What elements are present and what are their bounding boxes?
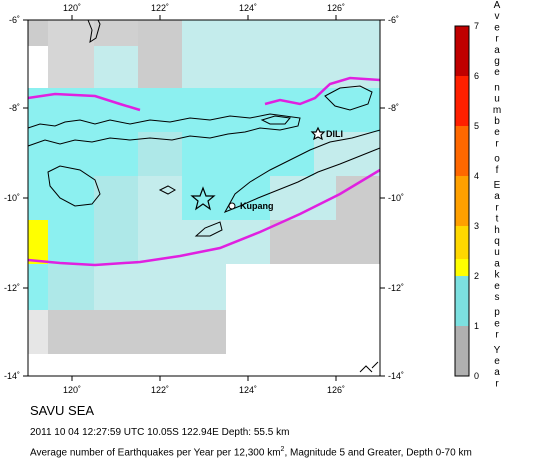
plate-boundary-java-trench	[27, 168, 381, 267]
colorbar-tick-label: 3	[474, 221, 479, 231]
colorbar-label-letter: u	[494, 94, 500, 105]
colorbar-label-letter: Y	[494, 345, 501, 356]
circle-icon	[228, 202, 236, 210]
lon-tick-label: 120˚	[63, 385, 81, 395]
colorbar-label-letter: r	[495, 138, 499, 149]
colorbar-label-letter: o	[494, 154, 500, 165]
lat-tick-label: -8˚	[388, 103, 399, 113]
lon-tick-label: 126˚	[327, 385, 345, 395]
colorbar-tick-label: 7	[474, 21, 479, 31]
colorbar-label-letter: t	[496, 214, 499, 225]
plate-boundary-flores-thrust	[27, 92, 141, 112]
colorbar-tick-label: 0	[474, 371, 479, 381]
description-text-end: , Magnitude 5 and Greater, Depth 0-70 km	[284, 447, 472, 459]
region-name: SAVU SEA	[30, 403, 95, 418]
colorbar-tick-label: 1	[474, 321, 479, 331]
lat-tick-label: -8˚	[9, 103, 20, 113]
seismicity-grid	[28, 20, 380, 376]
coastline-rote	[194, 221, 223, 237]
plate-boundary-wetar-thrust	[264, 76, 381, 106]
map-description: Average number of Earthquakes per Year p…	[30, 446, 472, 458]
colorbar-tick-label: 2	[474, 271, 479, 281]
colorbar-label-letter: e	[494, 318, 500, 329]
epicenter-marker	[190, 186, 216, 211]
lon-tick-label: 122˚	[151, 385, 169, 395]
lat-tick-labels-left: -6˚ -8˚ -10˚ -12˚ -14˚	[4, 15, 20, 381]
colorbar-label-letter: n	[494, 82, 500, 93]
place-kupang: Kupang	[228, 201, 274, 211]
lat-tick-label: -14˚	[388, 371, 404, 381]
lat-tick-label: -12˚	[4, 283, 20, 293]
star-icon	[310, 126, 326, 141]
colorbar-label-letter: e	[494, 356, 500, 367]
colorbar-label-letter: s	[495, 292, 500, 303]
description-text: Average number of Earthquakes per Year p…	[30, 447, 281, 459]
lat-tick-label: -12˚	[388, 283, 404, 293]
coastline-sulawesi	[87, 19, 101, 44]
colorbar-label-letter: q	[494, 236, 500, 247]
colorbar-label-letter: E	[494, 180, 501, 191]
description-superscript: 2	[280, 446, 285, 453]
colorbar-tick-label: 6	[474, 71, 479, 81]
lon-tick-label: 122˚	[151, 3, 169, 13]
colorbar-label-letter: r	[495, 378, 499, 389]
color-bar: 0 1 2 3 4 5 6 7	[454, 21, 479, 381]
colorbar-label-letter: e	[494, 281, 500, 292]
lon-tick-label: 120˚	[63, 3, 81, 13]
seismicity-map: DILI Kupang 120˚ 122˚ 124˚ 126˚ 120˚ 122…	[4, 0, 501, 395]
coastline-lesser-sunda	[27, 113, 301, 147]
colorbar-label-letter: k	[495, 270, 501, 281]
tick-marks	[23, 15, 385, 381]
lon-tick-labels: 120˚ 122˚ 124˚ 126˚ 120˚ 122˚ 124˚ 126˚	[63, 3, 345, 395]
lon-tick-label: 126˚	[327, 3, 345, 13]
coastline-sumba	[47, 165, 101, 207]
place-dili: DILI	[310, 126, 343, 141]
colorbar-label-letter: r	[495, 34, 499, 45]
place-label-dili: DILI	[326, 129, 343, 139]
colorbar-label-letter: a	[494, 367, 500, 378]
colorbar-label-letter: h	[494, 225, 500, 236]
colorbar-label-letter: e	[494, 22, 500, 33]
coastline-small-islands	[359, 361, 379, 373]
colorbar-label-letter: e	[494, 67, 500, 78]
lat-tick-label: -6˚	[388, 15, 399, 25]
colorbar-label-letter: A	[494, 0, 501, 11]
colorbar-label-letter: r	[495, 330, 499, 341]
lat-tick-label: -14˚	[4, 371, 20, 381]
coastline-savu	[158, 185, 177, 195]
coastline-alor	[260, 115, 291, 125]
colorbar-label-letter: m	[493, 105, 501, 116]
lat-tick-label: -6˚	[9, 15, 20, 25]
colorbar-label-letter: b	[494, 116, 500, 127]
lat-tick-label: -10˚	[4, 193, 20, 203]
event-details: 2011 10 04 12:27:59 UTC 10.05S 122.94E D…	[30, 427, 290, 438]
lon-tick-label: 124˚	[239, 385, 257, 395]
plate-boundaries	[27, 76, 381, 267]
colorbar-label-letter: u	[494, 247, 500, 258]
colorbar-label-letter: e	[494, 127, 500, 138]
colorbar-tick-label: 4	[474, 171, 479, 181]
colorbar-label-letter: r	[495, 202, 499, 213]
lat-tick-labels-right: -6˚ -8˚ -10˚ -12˚ -14˚	[388, 15, 404, 381]
colorbar-label-letter: v	[495, 11, 500, 22]
coastline-wetar	[324, 85, 373, 111]
colorbar-label-letter: p	[494, 307, 500, 318]
lon-tick-label: 124˚	[239, 3, 257, 13]
colorbar-label-letter: a	[494, 191, 500, 202]
place-label-kupang: Kupang	[240, 201, 274, 211]
lat-tick-label: -10˚	[388, 193, 404, 203]
colorbar-label-letter: g	[494, 56, 500, 67]
colorbar-tick-label: 5	[474, 121, 479, 131]
colorbar-label-letter: f	[496, 165, 499, 176]
colorbar-label-letter: a	[494, 258, 500, 269]
star-icon	[190, 186, 216, 211]
colorbar-label-letter: a	[494, 45, 500, 56]
